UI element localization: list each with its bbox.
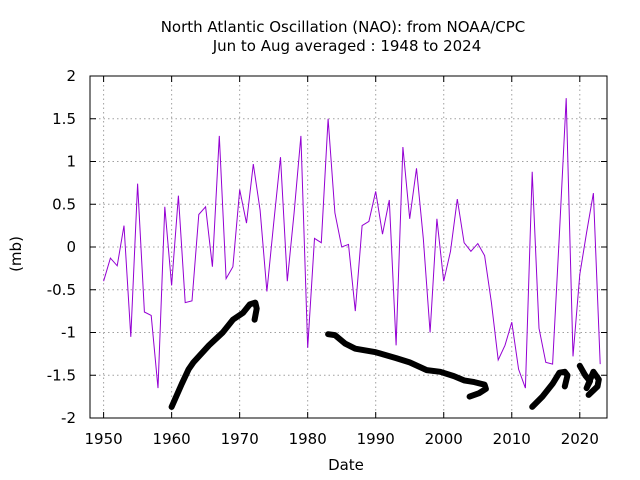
hand-drawn-arrow xyxy=(168,299,260,410)
grid xyxy=(90,76,607,418)
y-tick-label: -1.5 xyxy=(47,366,76,384)
x-tick-label: 2000 xyxy=(425,430,463,448)
x-tick-label: 1990 xyxy=(357,430,395,448)
y-axis-label: (mb) xyxy=(7,236,25,272)
y-tick-label: 0.5 xyxy=(52,195,76,213)
hand-drawn-arrow xyxy=(325,331,489,400)
y-tick-labels: -2 -1.5 -1 -0.5 0 0.5 1 1.5 2 xyxy=(47,67,76,427)
series-layer xyxy=(103,98,601,389)
x-tick-label: 1950 xyxy=(85,430,123,448)
plot-frame xyxy=(89,75,608,419)
x-tick-label: 2020 xyxy=(561,430,599,448)
annotation-layer xyxy=(168,299,602,410)
series-line xyxy=(103,98,601,389)
y-tick-label: -2 xyxy=(61,409,76,427)
chart-title: North Atlantic Oscillation (NAO): from N… xyxy=(161,18,526,36)
hand-drawn-arrow xyxy=(529,368,571,410)
y-tick-label: 1 xyxy=(66,153,76,171)
x-tick-label: 1970 xyxy=(221,430,259,448)
x-tick-labels: 1950 1960 1970 1980 1990 2000 2010 2020 xyxy=(85,430,599,448)
x-axis-label: Date xyxy=(328,456,364,474)
y-tick-label: 1.5 xyxy=(52,110,76,128)
x-tick-label: 1980 xyxy=(289,430,327,448)
chart-subtitle: Jun to Aug averaged : 1948 to 2024 xyxy=(212,37,482,55)
x-tick-label: 1960 xyxy=(153,430,191,448)
y-tick-label: -0.5 xyxy=(47,281,76,299)
y-tick-label: 2 xyxy=(66,67,76,85)
y-tick-label: -1 xyxy=(61,324,76,342)
x-tick-label: 2010 xyxy=(493,430,531,448)
y-tick-label: 0 xyxy=(66,238,76,256)
hand-drawn-arrow xyxy=(576,362,602,398)
